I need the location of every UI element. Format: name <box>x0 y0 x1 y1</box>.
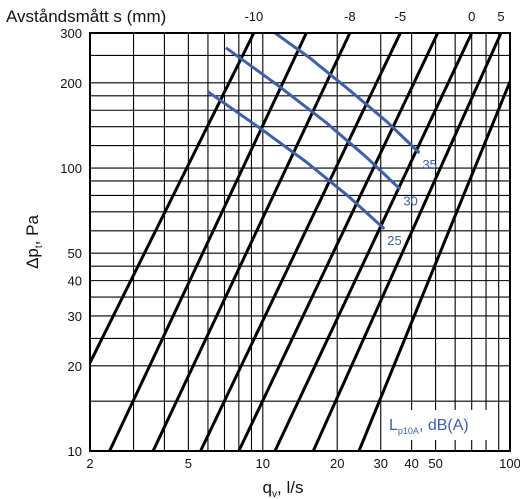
y-tick-label: 20 <box>68 359 82 374</box>
spacing-label: -5 <box>395 9 407 24</box>
x-tick-label: 50 <box>428 456 442 471</box>
sound-label-25: 25 <box>387 233 401 248</box>
plot-frame <box>89 32 511 452</box>
x-tick-label: 20 <box>330 456 344 471</box>
spacing-line <box>357 81 510 451</box>
spacing-labels: -10-8-50510 <box>244 9 504 24</box>
y-tick-label: 50 <box>68 246 82 261</box>
sound-curve-30 <box>225 46 402 191</box>
spacing-lines <box>90 33 510 451</box>
x-tick-label: 100 <box>499 456 520 471</box>
legend-label: Lp10A, dB(A) <box>389 417 469 436</box>
sound-label-35: 35 <box>422 157 436 172</box>
y-tick-labels: 10 20 30 40 50 100 200 300 <box>60 26 82 459</box>
spacing-label: -8 <box>344 9 356 24</box>
y-tick-label: 300 <box>60 26 82 41</box>
y-tick-label: 10 <box>68 444 82 459</box>
spacing-label: -10 <box>244 9 263 24</box>
spacing-line <box>199 33 402 451</box>
y-tick-label: 30 <box>68 309 82 324</box>
x-tick-labels: 2 5 10 20 30 40 50 100 <box>86 456 520 471</box>
sound-curve-25 <box>207 90 386 230</box>
spacing-label: 0 <box>468 9 475 24</box>
legend-box <box>382 410 498 440</box>
sound-level-curves <box>207 33 421 230</box>
x-tick-label: 40 <box>404 456 418 471</box>
sound-curve-35 <box>274 33 421 155</box>
y-tick-label: 200 <box>60 76 82 91</box>
spacing-line <box>237 33 440 451</box>
sound-label-30: 30 <box>403 193 417 208</box>
chart-title: Avståndsmått s (mm) <box>6 7 166 26</box>
spacing-line <box>90 33 256 364</box>
x-tick-label: 2 <box>86 456 93 471</box>
spacing-line <box>108 33 308 451</box>
spacing-line <box>311 33 503 451</box>
x-tick-label: 10 <box>256 456 270 471</box>
spacing-line <box>151 33 352 451</box>
y-tick-label: 100 <box>60 161 82 176</box>
x-tick-label: 30 <box>374 456 388 471</box>
y-axis-label: Δpt, Pa <box>23 215 45 269</box>
x-tick-label: 5 <box>185 456 192 471</box>
y-tick-label: 40 <box>68 274 82 289</box>
spacing-label: 5 <box>497 9 504 24</box>
x-axis-label: qv, l/s <box>263 478 304 499</box>
sound-level-labels: 25 30 35 <box>387 157 437 248</box>
spacing-line <box>273 33 474 451</box>
